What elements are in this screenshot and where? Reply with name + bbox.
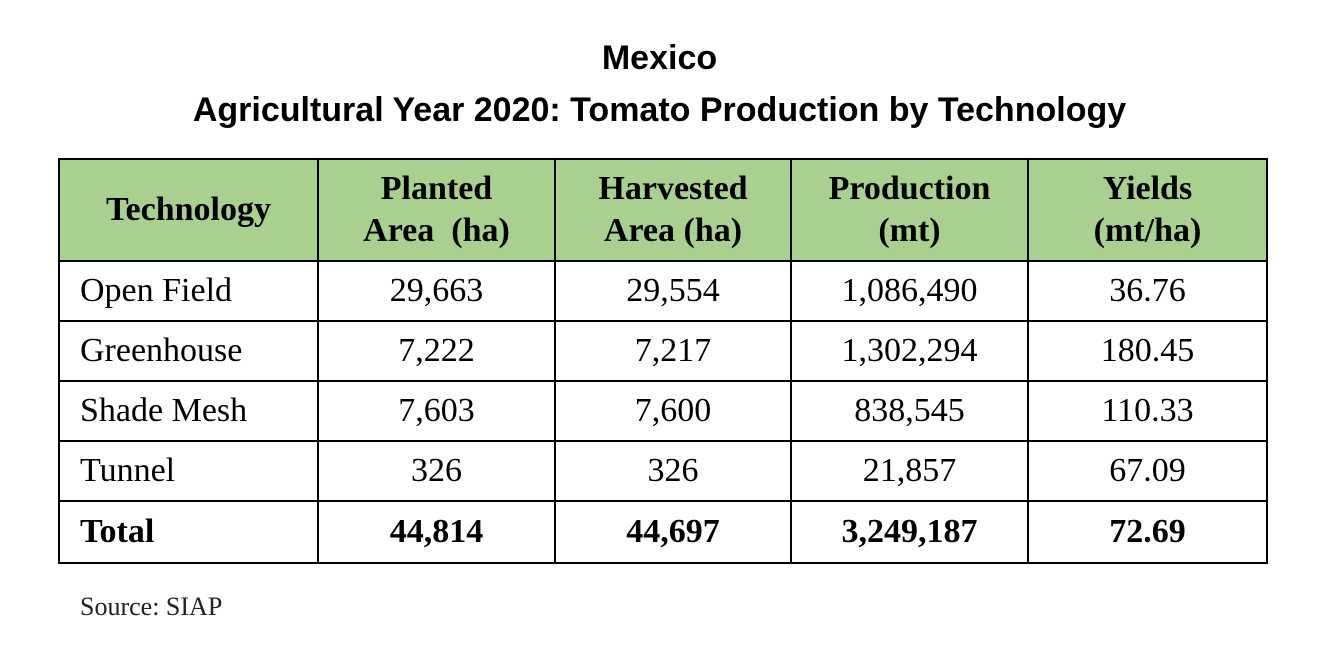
cell-yields: 180.45 bbox=[1027, 320, 1268, 382]
cell-yields: 72.69 bbox=[1027, 500, 1268, 564]
cell-production: 21,857 bbox=[790, 440, 1029, 502]
header-production: Production (mt) bbox=[790, 158, 1029, 262]
cell-planted-area: 29,663 bbox=[317, 260, 556, 322]
cell-technology: Open Field bbox=[58, 260, 319, 322]
header-technology: Technology bbox=[58, 158, 319, 262]
header-harvested-area-line1: Harvested bbox=[598, 170, 748, 207]
cell-yields: 67.09 bbox=[1027, 440, 1268, 502]
header-harvested-area: Harvested Area (ha) bbox=[554, 158, 792, 262]
header-planted-area-line2: Area (ha) bbox=[363, 212, 510, 249]
header-technology-label: Technology bbox=[105, 191, 271, 228]
cell-technology: Greenhouse bbox=[58, 320, 319, 382]
table-row-total: Total 44,814 44,697 3,249,187 72.69 bbox=[58, 500, 1268, 564]
header-yields-line2: (mt/ha) bbox=[1093, 212, 1202, 249]
header-production-line2: (mt) bbox=[878, 212, 941, 249]
cell-technology: Shade Mesh bbox=[58, 380, 319, 442]
table-row-greenhouse: Greenhouse 7,222 7,217 1,302,294 180.45 bbox=[58, 320, 1268, 382]
cell-yields: 36.76 bbox=[1027, 260, 1268, 322]
tomato-production-table: Technology Planted Area (ha) Harvested A… bbox=[58, 158, 1268, 564]
cell-harvested-area: 7,600 bbox=[554, 380, 792, 442]
chart-title-country: Mexico bbox=[601, 39, 718, 77]
cell-yields: 110.33 bbox=[1027, 380, 1268, 442]
header-planted-area-line1: Planted bbox=[380, 170, 493, 207]
chart-title: Agricultural Year 2020: Tomato Productio… bbox=[192, 91, 1127, 129]
cell-production: 1,086,490 bbox=[790, 260, 1029, 322]
table-header-row: Technology Planted Area (ha) Harvested A… bbox=[58, 158, 1268, 262]
cell-technology: Total bbox=[58, 500, 319, 564]
cell-harvested-area: 7,217 bbox=[554, 320, 792, 382]
cell-harvested-area: 29,554 bbox=[554, 260, 792, 322]
header-harvested-area-line2: Area (ha) bbox=[603, 212, 743, 249]
source-note: Source: SIAP bbox=[80, 592, 223, 621]
table-row-tunnel: Tunnel 326 326 21,857 67.09 bbox=[58, 440, 1268, 502]
cell-planted-area: 44,814 bbox=[317, 500, 556, 564]
cell-production: 1,302,294 bbox=[790, 320, 1029, 382]
cell-planted-area: 7,603 bbox=[317, 380, 556, 442]
cell-harvested-area: 326 bbox=[554, 440, 792, 502]
header-production-line1: Production bbox=[828, 170, 991, 207]
cell-planted-area: 326 bbox=[317, 440, 556, 502]
cell-harvested-area: 44,697 bbox=[554, 500, 792, 564]
cell-production: 3,249,187 bbox=[790, 500, 1029, 564]
header-yields: Yields (mt/ha) bbox=[1027, 158, 1268, 262]
header-planted-area: Planted Area (ha) bbox=[317, 158, 556, 262]
cell-technology: Tunnel bbox=[58, 440, 319, 502]
table-row-shade-mesh: Shade Mesh 7,603 7,600 838,545 110.33 bbox=[58, 380, 1268, 442]
cell-planted-area: 7,222 bbox=[317, 320, 556, 382]
table-row-open-field: Open Field 29,663 29,554 1,086,490 36.76 bbox=[58, 260, 1268, 322]
header-yields-line1: Yields bbox=[1102, 170, 1193, 207]
cell-production: 838,545 bbox=[790, 380, 1029, 442]
